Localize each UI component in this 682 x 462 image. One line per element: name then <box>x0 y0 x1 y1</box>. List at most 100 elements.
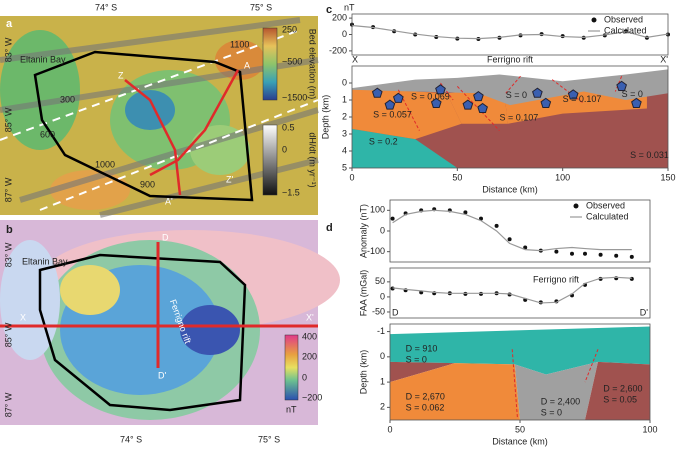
annotation: D = 2,400 S = 0 <box>541 397 580 418</box>
lon-label: 85° W <box>3 322 13 347</box>
observed-point <box>463 210 468 215</box>
annotation: S = 0.069 <box>411 92 450 102</box>
contour-label: 900 <box>140 179 155 189</box>
panel-letter: a <box>6 18 13 30</box>
annotation-line: S = 0.062 <box>406 403 445 413</box>
contour-label: 1000 <box>95 159 115 169</box>
colorbar-tick: 0 <box>302 372 307 382</box>
plot-frame <box>389 267 651 319</box>
contour-label: 1100 <box>230 39 249 49</box>
annotation-line: S = 0 <box>506 90 527 100</box>
x-axis-label: Distance (km) <box>492 436 548 446</box>
annotation-line: S = 0.107 <box>499 113 538 123</box>
end-label: D' <box>640 307 648 317</box>
fault <box>614 76 623 92</box>
y-axis-label: Anomaly (nT) <box>358 204 368 258</box>
y-tick-label: 200 <box>332 12 347 22</box>
y-tick-label: 1 <box>342 94 347 104</box>
x-tick-label: 100 <box>555 172 570 182</box>
x-tick-label: 50 <box>452 172 462 182</box>
x-axis-label: Distance (km) <box>482 184 538 194</box>
y-tick-label: 1 <box>380 376 385 386</box>
x-tick-label: 150 <box>660 172 675 182</box>
fault <box>505 75 521 94</box>
colorbar-tick: −500 <box>282 56 302 66</box>
calculated-line <box>392 276 632 304</box>
annotation-line: S = 0 <box>541 408 562 418</box>
source-body <box>371 87 383 98</box>
x-tick-label: 0 <box>387 424 392 434</box>
point-label: Z <box>118 70 124 80</box>
lon-label: 83° W <box>3 37 13 62</box>
source-body <box>435 84 446 95</box>
annotation-line: S = 0.057 <box>373 110 412 120</box>
observed-point <box>479 216 483 221</box>
y-tick-label: 0 <box>380 225 385 235</box>
end-label: X' <box>660 54 668 64</box>
place-label: Eltanin Bay <box>20 54 66 64</box>
point-label: D' <box>158 370 166 380</box>
colorbar-tick: 200 <box>302 351 317 361</box>
y-axis-label: FAA (mGal) <box>358 270 368 317</box>
layer <box>390 361 455 383</box>
source-body <box>616 80 627 91</box>
calculated-line <box>351 24 669 40</box>
y-tick-label: 100 <box>370 205 385 215</box>
point-label: Z' <box>226 174 233 184</box>
y-tick-label: 0 <box>342 29 347 39</box>
lat-label: 75° S <box>258 434 280 444</box>
colorbar-tick: −1.5 <box>282 187 300 197</box>
colorbar-unit: nT <box>286 404 297 414</box>
layer <box>352 69 668 106</box>
point-label: X <box>20 312 26 322</box>
annotation: D = 910 S = 0 <box>406 344 438 365</box>
source-body <box>473 90 484 102</box>
y-tick-label: 2 <box>342 111 347 121</box>
colorbar-tick: −1500 <box>282 92 307 102</box>
calculated-line <box>392 209 632 252</box>
annotation-line: S = 0.2 <box>369 137 398 147</box>
point-label: A' <box>165 196 173 206</box>
annotation: D = 2,600 S = 0.05 <box>603 384 642 405</box>
colorbar-title: Bed elevation (m) <box>308 29 318 100</box>
y-axis-label: Depth (km) <box>320 95 330 140</box>
annotation-line: S = 0.069 <box>411 92 450 102</box>
y-axis-label: nT <box>344 2 355 12</box>
annotation-line: S = 0 <box>622 89 643 99</box>
y-tick-label: 4 <box>342 145 347 155</box>
annotation-line: S = 0.107 <box>563 94 602 104</box>
observed-point <box>390 216 395 221</box>
source-body <box>384 99 396 110</box>
fault <box>440 82 454 101</box>
fault <box>551 79 585 104</box>
y-tick-label: 3 <box>342 128 347 138</box>
observed-point <box>494 223 499 228</box>
y-tick-label: 50 <box>375 276 385 286</box>
end-label: X <box>352 54 358 64</box>
map-a: a 74° S 75° S 83° W 85° W 87° W Eltanin … <box>0 2 319 218</box>
y-tick-label: -200 <box>329 45 347 55</box>
end-label: D <box>392 307 399 317</box>
section-title: Ferrigno rift <box>487 54 534 64</box>
layer <box>390 326 650 375</box>
x-tick-label: 50 <box>515 424 525 434</box>
panel-letter: b <box>6 224 13 236</box>
observed-point <box>629 254 634 259</box>
source-body <box>567 89 579 100</box>
y-tick-label: 5 <box>342 162 347 172</box>
observed-point <box>554 249 559 254</box>
annotation: S = 0.2 <box>369 137 398 147</box>
legend-label: Calculated <box>586 211 629 221</box>
annotation: S = 0.107 <box>563 94 602 104</box>
lat-label: 74° S <box>120 434 142 444</box>
y-tick-label: 2 <box>380 402 385 412</box>
legend-marker <box>573 203 579 209</box>
y-tick-label: 0 <box>380 291 385 301</box>
y-axis-label: Depth (km) <box>358 350 368 395</box>
observed-point <box>598 252 603 257</box>
colorbar-tick: −200 <box>302 392 322 402</box>
fault <box>511 349 518 418</box>
y-tick-label: 0 <box>380 351 385 361</box>
observed-point <box>523 245 528 250</box>
